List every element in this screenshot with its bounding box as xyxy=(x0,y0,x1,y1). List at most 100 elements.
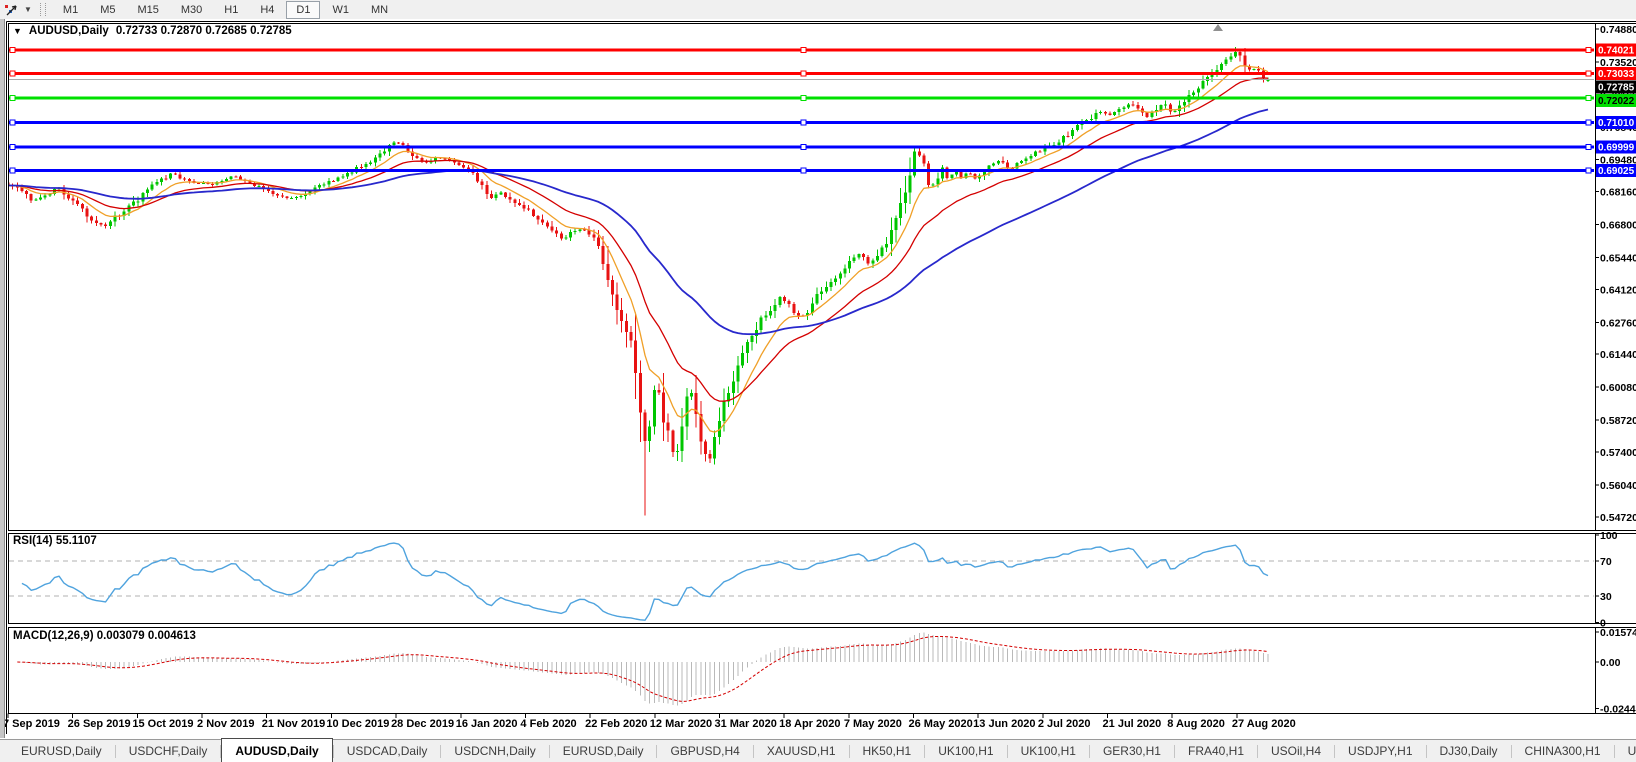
chart-tab[interactable]: HK50,H1 xyxy=(862,744,912,758)
line-handle xyxy=(9,144,16,151)
macd-axis-label: 0.015743 xyxy=(1600,627,1636,639)
chart-tab[interactable]: EURUSD,Daily xyxy=(562,744,644,758)
timeframe-button-mn[interactable]: MN xyxy=(370,3,389,16)
chart-tab[interactable]: GBPUSD,H4 xyxy=(670,744,740,758)
chart-tab[interactable]: XAUUSD,H1 xyxy=(766,744,836,758)
tab-separator xyxy=(1510,745,1512,758)
tab-separator xyxy=(332,745,334,758)
ma-mid-line xyxy=(9,77,1269,402)
price-level-label: 0.69025 xyxy=(1598,166,1635,177)
toolbar-grip[interactable] xyxy=(39,3,46,16)
macd-axis-label: 0.00 xyxy=(1600,657,1621,669)
date-axis-label: 15 Oct 2019 xyxy=(132,718,193,730)
line-handle xyxy=(1585,144,1592,151)
price-axis-label: 0.74880 xyxy=(1600,24,1636,36)
timeframe-button-m15[interactable]: M15 xyxy=(137,3,159,16)
line-handle xyxy=(800,46,807,53)
chart-tab[interactable]: EURUSD,Daily xyxy=(21,744,102,758)
dropdown-caret-icon[interactable]: ▼ xyxy=(24,5,32,14)
chart-tab[interactable]: UK100,H1 xyxy=(938,744,994,758)
macd-indicator-label: MACD(12,26,9) 0.003079 0.004613 xyxy=(13,630,196,642)
date-axis-label: 18 Apr 2020 xyxy=(779,718,840,730)
macd-histogram xyxy=(12,632,1269,706)
line-handle xyxy=(1585,119,1592,126)
tab-separator xyxy=(924,745,926,758)
price-level-label: 0.69999 xyxy=(1598,143,1635,154)
chart-tab[interactable]: USDJPY,H1 xyxy=(1348,744,1413,758)
line-handle xyxy=(9,95,16,102)
line-handle xyxy=(800,144,807,151)
chart-tab[interactable]: GER30,H1 xyxy=(1102,744,1161,758)
timeframe-button-w1[interactable]: W1 xyxy=(332,3,349,16)
date-axis-label: 8 Aug 2020 xyxy=(1167,718,1225,730)
date-axis-label: 4 Feb 2020 xyxy=(520,718,576,730)
chart-tab-bar: EURUSD,Daily USDCHF,Daily AUDUSD,Daily USDC… xyxy=(0,738,1636,762)
price-axis-label: 0.66800 xyxy=(1600,220,1636,232)
date-axis-label: 16 Jan 2020 xyxy=(456,718,518,730)
timeframe-button-h1[interactable]: H1 xyxy=(224,3,239,16)
chart-tab[interactable]: DJ30,Daily xyxy=(1439,744,1498,758)
timeframe-button-m5[interactable]: M5 xyxy=(100,3,116,16)
date-axis-label: 28 Dec 2019 xyxy=(391,718,454,730)
line-handle xyxy=(800,119,807,126)
ma-fast-line xyxy=(9,65,1269,433)
chart-tab[interactable]: USDCAD,Daily xyxy=(346,744,428,758)
tab-separator xyxy=(1088,745,1090,758)
line-handle xyxy=(800,70,807,77)
tab-separator xyxy=(220,745,222,758)
line-handle xyxy=(800,167,807,174)
tab-separator xyxy=(752,745,754,758)
tab-separator xyxy=(1425,745,1427,758)
price-levels: 0.74021 0.73033 0.72785 0.72022 0.71010 0.699… xyxy=(9,43,1636,178)
rsi-axis-label: 100 xyxy=(1600,530,1618,542)
tab-separator xyxy=(440,745,442,758)
date-axis: 7 Sep 2019 26 Sep 2019 15 Oct 2019 2 Nov 20… xyxy=(3,713,1296,730)
tab-separator xyxy=(1006,745,1008,758)
chart-tab[interactable]: UK100,H1 xyxy=(1020,744,1076,758)
chart-ohlc-values: 0.72733 0.72870 0.72685 0.72785 xyxy=(115,25,292,37)
timeframe-button-h4[interactable]: H4 xyxy=(260,3,275,16)
price-axis-label: 0.73520 xyxy=(1600,57,1636,69)
chart-title: ▼ AUDUSD,Daily 0.72733 0.72870 0.72685 0… xyxy=(13,25,292,37)
tab-separator xyxy=(548,745,550,758)
timeframe-button-m30[interactable]: M30 xyxy=(180,3,203,16)
date-axis-label: 21 Jul 2020 xyxy=(1103,718,1162,730)
tab-separator xyxy=(656,745,658,758)
date-axis-label: 2 Jul 2020 xyxy=(1038,718,1091,730)
price-axis-label: 0.65440 xyxy=(1600,252,1636,264)
chart-context-caret-icon[interactable]: ▼ xyxy=(13,26,22,36)
line-handle xyxy=(9,46,16,53)
price-axis-label: 0.56040 xyxy=(1600,480,1636,492)
date-axis-label: 10 Dec 2019 xyxy=(326,718,389,730)
price-axis-label: 0.62760 xyxy=(1600,317,1636,329)
date-axis-label: 26 Sep 2019 xyxy=(68,718,131,730)
timeframe-button-d1[interactable]: D1 xyxy=(286,0,321,19)
date-axis-label: 21 Nov 2019 xyxy=(262,718,326,730)
chart-canvas[interactable]: 0.748800.735200.721600.708400.694800.681… xyxy=(0,0,1636,740)
rsi-axis-label: 0 xyxy=(1600,617,1606,629)
macd-axis: 0.015743 0.00 -0.024413 xyxy=(1595,627,1636,716)
timeframe-button-m1[interactable]: M1 xyxy=(62,3,79,16)
date-axis-label: 22 Feb 2020 xyxy=(585,718,647,730)
chart-cursor-icon[interactable] xyxy=(0,3,22,17)
chart-tab[interactable]: USOil,H1 xyxy=(1627,744,1636,758)
line-handle xyxy=(1585,46,1592,53)
chart-tab[interactable]: USDCHF,Daily xyxy=(128,744,208,758)
line-handle xyxy=(9,70,16,77)
rsi-axis-label: 70 xyxy=(1600,556,1612,568)
chart-tab[interactable]: FRA40,H1 xyxy=(1187,744,1245,758)
macd-signal xyxy=(17,636,1269,702)
rsi-polyline xyxy=(21,542,1269,621)
chart-tab[interactable]: USDCNH,Daily xyxy=(454,744,536,758)
tab-separator xyxy=(1613,745,1615,758)
date-axis-label: 2 Nov 2019 xyxy=(197,718,254,730)
date-axis-label: 27 Aug 2020 xyxy=(1232,718,1296,730)
ma-slow-line xyxy=(9,108,1269,336)
line-handle xyxy=(800,95,807,102)
chart-tab[interactable]: CHINA300,H1 xyxy=(1524,744,1601,758)
chart-tab[interactable]: AUDUSD,Daily xyxy=(221,738,333,762)
chart-tab[interactable]: USOil,H4 xyxy=(1271,744,1322,758)
rsi-line xyxy=(21,542,1269,621)
date-axis-label: 7 Sep 2019 xyxy=(3,718,60,730)
macd-axis-label: -0.024413 xyxy=(1600,704,1636,716)
